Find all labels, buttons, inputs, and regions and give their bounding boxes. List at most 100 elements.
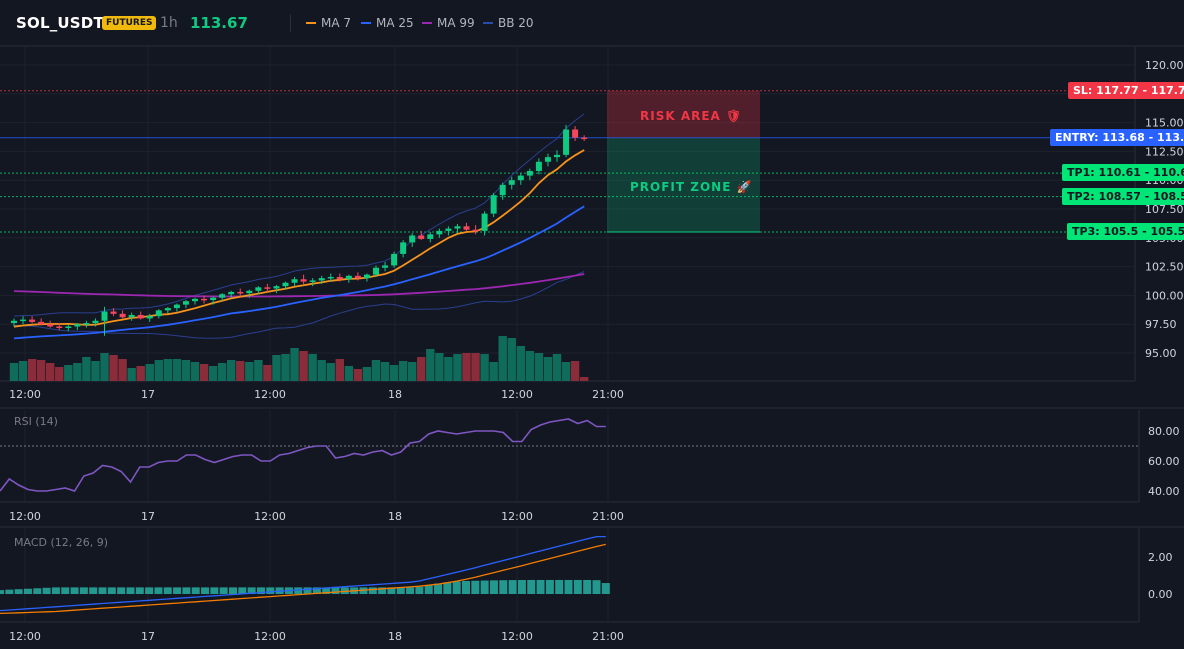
legend-bb20[interactable]: BB 20 (483, 16, 534, 30)
volume-bars (9, 336, 589, 381)
volume-bar (444, 357, 453, 381)
macd-hist-bar (98, 587, 107, 594)
tp1-price-tag: TP1: 110.61 - 110.61 (1062, 164, 1184, 181)
candle-body (155, 310, 162, 317)
candle-body (182, 301, 189, 305)
volume-bar (27, 359, 37, 381)
legend-ma25[interactable]: MA 25 (361, 16, 414, 30)
ma7-line (13, 149, 585, 328)
macd-time-tick: 12:00 (254, 630, 286, 643)
macd-hist-bar (210, 587, 219, 594)
volume-bar (489, 362, 498, 381)
candle-body (47, 324, 54, 327)
volume-bar (9, 363, 19, 381)
candle-body (336, 276, 343, 280)
volume-bar (308, 354, 317, 381)
header-divider (290, 14, 291, 32)
candle-body (291, 279, 298, 283)
volume-bar (154, 360, 163, 381)
macd-hist-bar (154, 587, 163, 594)
volume-bar (190, 362, 200, 381)
macd-hist-bar (499, 580, 508, 594)
candle-body (391, 253, 398, 266)
tp3-price-tag: TP3: 105.5 - 105.50 (1067, 223, 1184, 240)
macd-hist-bar (79, 587, 88, 594)
macd-hist-bar (555, 579, 564, 594)
candle-body (472, 229, 479, 232)
candle-body (544, 157, 551, 162)
macd-line (0, 535, 606, 612)
macd-hist-bar (14, 589, 23, 594)
candle-body (463, 226, 470, 230)
candle-body (318, 278, 325, 281)
candle-body (327, 276, 334, 279)
candle-body (572, 129, 579, 138)
rsi-time-tick: 12:00 (9, 510, 41, 523)
ma25-line (13, 205, 585, 340)
macd-hist-bar (303, 587, 312, 594)
tp2-price-tag: TP2: 108.57 - 108.57 (1062, 188, 1184, 205)
legend-ma7[interactable]: MA 7 (306, 16, 351, 30)
candle-body (345, 275, 352, 280)
volume-bar (217, 363, 227, 381)
sl-price-tag: SL: 117.77 - 117.77 (1068, 82, 1184, 99)
rsi-time-tick: 17 (141, 510, 155, 523)
price-axis-tick: 95.00 (1145, 347, 1177, 360)
macd-time-tick: 21:00 (592, 630, 624, 643)
price-axis-tick: 100.00 (1145, 289, 1184, 302)
legend-ma99[interactable]: MA 99 (422, 16, 475, 30)
volume-bar (389, 365, 399, 381)
price-axis-tick: 102.50 (1145, 261, 1184, 274)
volume-bar (263, 365, 272, 381)
macd-hist-bar (573, 579, 582, 594)
volume-bar (552, 354, 562, 381)
macd-hist-bar (0, 590, 4, 594)
candle-body (445, 228, 452, 231)
candle-body (409, 235, 416, 243)
macd-hist-bar (471, 580, 480, 594)
candle-body (490, 195, 497, 214)
ma7-swatch (306, 22, 316, 24)
timeframe-label[interactable]: 1h (160, 15, 178, 31)
volume-bar (561, 362, 571, 381)
macd-hist-bar (70, 587, 79, 594)
macd-time-tick: 18 (388, 630, 402, 643)
symbol-name[interactable]: SOL_USDT (16, 14, 104, 32)
candle-body (481, 213, 488, 231)
volume-bar (344, 366, 354, 381)
candle-body (137, 314, 144, 319)
volume-bar (272, 355, 281, 381)
main-time-tick: 12:00 (254, 388, 286, 401)
tp3-value: 105.50 (1150, 225, 1184, 238)
macd-hist-bar (219, 587, 228, 594)
candle-body (363, 274, 370, 279)
macd-hist-bar (340, 587, 349, 594)
volume-bar (181, 360, 191, 381)
macd-hist-bar (33, 588, 42, 594)
candle-body (517, 175, 524, 181)
rsi-time-tick: 18 (388, 510, 402, 523)
macd-hist-bar (322, 587, 331, 594)
last-price: 113.67 (190, 14, 248, 32)
macd-hist-bar (480, 580, 489, 594)
rsi-axis-tick: 60.00 (1148, 455, 1180, 468)
candle-body (581, 137, 588, 140)
macd-hist-bar (592, 580, 601, 594)
volume-bar (82, 357, 91, 381)
main-time-tick: 18 (388, 388, 402, 401)
volume-bar (73, 363, 82, 381)
volume-bar (380, 362, 390, 381)
rsi-time-tick: 12:00 (254, 510, 286, 523)
volume-bar (516, 346, 525, 381)
ma99-swatch (422, 22, 432, 24)
volume-bar (227, 360, 236, 381)
macd-hist-bar (396, 587, 405, 594)
risk-area-label: RISK AREA 🛡 (640, 109, 743, 123)
candle-body (354, 275, 361, 279)
candle-body (300, 279, 307, 282)
macd-hist-bar (294, 587, 303, 594)
candle-body (119, 313, 126, 318)
candle-body (192, 298, 198, 302)
macd-hist-bar (378, 587, 387, 594)
